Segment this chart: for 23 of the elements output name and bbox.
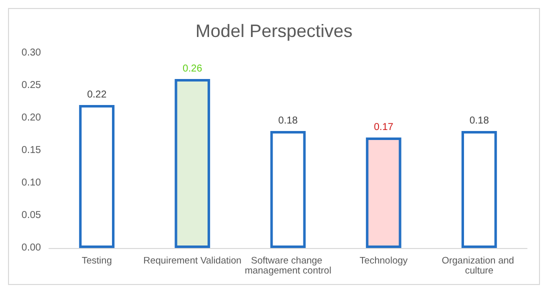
x-tick-label: Organization and culture — [442, 256, 517, 276]
data-label: 0.18 — [278, 116, 298, 126]
x-tick-label: Software change management control — [244, 256, 332, 276]
y-tick-label: 0.20 — [22, 112, 42, 124]
chart-title: Model Perspectives — [195, 21, 353, 41]
bar — [462, 131, 497, 248]
y-tick-label: 0.30 — [22, 48, 42, 58]
x-tick-label: Requirement Validation — [143, 256, 242, 266]
bar — [79, 105, 114, 248]
x-tick-label: Technology — [360, 256, 408, 266]
data-label: 0.26 — [182, 64, 203, 74]
bar — [366, 138, 402, 248]
bar — [174, 79, 210, 248]
y-tick-label: 0.10 — [22, 178, 42, 188]
y-tick-label: 0.15 — [22, 145, 42, 156]
data-label: 0.22 — [87, 90, 107, 100]
data-label: 0.18 — [469, 116, 490, 126]
x-tick-label: Testing — [82, 256, 112, 266]
y-tick-label: 0.00 — [22, 242, 42, 254]
data-label: 0.17 — [374, 122, 394, 133]
bar — [270, 131, 306, 248]
y-tick-label: 0.25 — [22, 80, 42, 91]
y-tick-label: 0.05 — [22, 210, 42, 221]
